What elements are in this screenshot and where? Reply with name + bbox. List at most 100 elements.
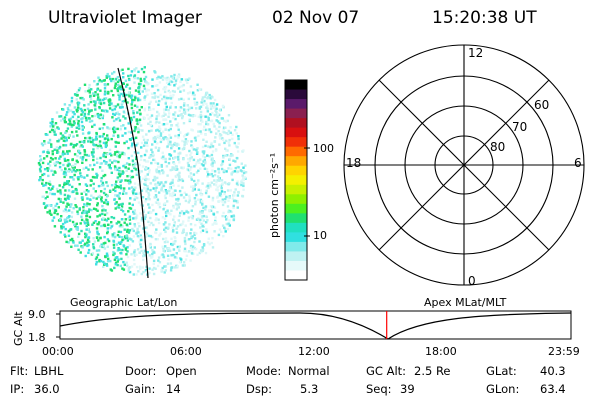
image-pixel	[163, 241, 167, 244]
image-pixel	[153, 135, 157, 139]
image-pixel	[155, 77, 159, 80]
image-pixel	[136, 105, 139, 109]
image-pixel	[161, 130, 165, 133]
image-pixel	[182, 135, 186, 138]
image-pixel	[135, 170, 138, 173]
image-pixel	[93, 80, 96, 83]
colorbar-band	[285, 194, 307, 205]
image-pixel	[78, 183, 81, 186]
image-pixel	[214, 183, 218, 187]
image-pixel	[93, 103, 96, 107]
image-pixel	[162, 183, 165, 186]
image-pixel	[139, 124, 143, 127]
image-pixel	[222, 126, 226, 129]
image-pixel	[174, 236, 177, 240]
image-pixel	[68, 168, 71, 171]
image-pixel	[175, 231, 179, 234]
image-pixel	[149, 182, 152, 185]
image-pixel	[234, 160, 237, 163]
image-pixel	[140, 272, 143, 276]
image-pixel	[43, 168, 47, 171]
image-pixel	[128, 78, 131, 82]
image-pixel	[114, 202, 117, 205]
image-pixel	[79, 96, 82, 100]
image-pixel	[97, 221, 101, 224]
image-pixel	[201, 114, 204, 118]
image-pixel	[97, 184, 101, 188]
image-pixel	[132, 161, 135, 165]
image-pixel	[119, 154, 122, 157]
image-pixel	[121, 192, 125, 195]
image-pixel	[84, 254, 87, 258]
image-pixel	[94, 102, 97, 105]
image-pixel	[191, 185, 195, 188]
image-pixel	[72, 178, 75, 181]
image-pixel	[156, 142, 159, 145]
image-pixel	[213, 220, 217, 224]
instrument-title: Ultraviolet Imager	[48, 8, 202, 28]
image-pixel	[163, 86, 166, 89]
image-pixel	[84, 234, 87, 237]
image-pixel	[66, 107, 70, 110]
image-pixel	[117, 230, 120, 233]
image-pixel	[114, 82, 117, 85]
image-pixel	[148, 244, 151, 248]
image-pixel	[176, 125, 180, 128]
image-pixel	[102, 141, 106, 145]
image-pixel	[76, 94, 79, 97]
image-pixel	[99, 184, 103, 187]
image-pixel	[137, 183, 140, 186]
image-pixel	[242, 184, 245, 188]
image-pixel	[79, 156, 82, 159]
image-pixel	[65, 113, 68, 116]
image-pixel	[177, 206, 180, 209]
image-pixel	[153, 96, 156, 100]
image-pixel	[169, 269, 173, 272]
image-pixel	[70, 96, 74, 100]
image-pixel	[236, 183, 239, 187]
image-pixel	[193, 246, 196, 250]
image-pixel	[215, 132, 218, 135]
image-pixel	[77, 101, 81, 105]
image-pixel	[67, 110, 70, 113]
image-pixel	[145, 143, 148, 147]
image-pixel	[66, 127, 70, 130]
image-pixel	[77, 176, 80, 179]
info-mode-value: Normal	[288, 364, 330, 378]
image-pixel	[166, 240, 169, 244]
image-pixel	[164, 226, 168, 229]
image-pixel	[98, 106, 101, 109]
image-pixel	[146, 83, 149, 86]
image-pixel	[195, 107, 198, 110]
image-pixel	[61, 152, 64, 155]
image-pixel	[138, 225, 141, 228]
image-pixel	[138, 240, 141, 244]
image-pixel	[164, 108, 168, 111]
image-pixel	[227, 129, 231, 133]
image-pixel	[197, 188, 200, 191]
image-pixel	[150, 92, 154, 95]
image-pixel	[162, 223, 166, 226]
image-pixel	[68, 134, 71, 137]
image-pixel	[89, 184, 92, 187]
image-pixel	[155, 186, 158, 189]
image-pixel	[229, 126, 232, 129]
image-pixel	[205, 215, 208, 219]
image-pixel	[137, 90, 140, 93]
image-pixel	[58, 161, 62, 165]
image-pixel	[102, 101, 106, 105]
image-pixel	[174, 117, 177, 121]
image-pixel	[48, 130, 52, 134]
image-pixel	[199, 123, 202, 126]
image-pixel	[94, 114, 97, 118]
image-pixel	[211, 145, 215, 148]
image-pixel	[65, 210, 68, 213]
image-pixel	[51, 118, 54, 121]
image-pixel	[168, 133, 171, 137]
image-pixel	[154, 267, 157, 270]
image-pixel	[152, 179, 155, 182]
image-pixel	[58, 157, 61, 160]
image-pixel	[59, 218, 62, 221]
image-pixel	[224, 197, 227, 201]
image-pixel	[139, 112, 142, 115]
